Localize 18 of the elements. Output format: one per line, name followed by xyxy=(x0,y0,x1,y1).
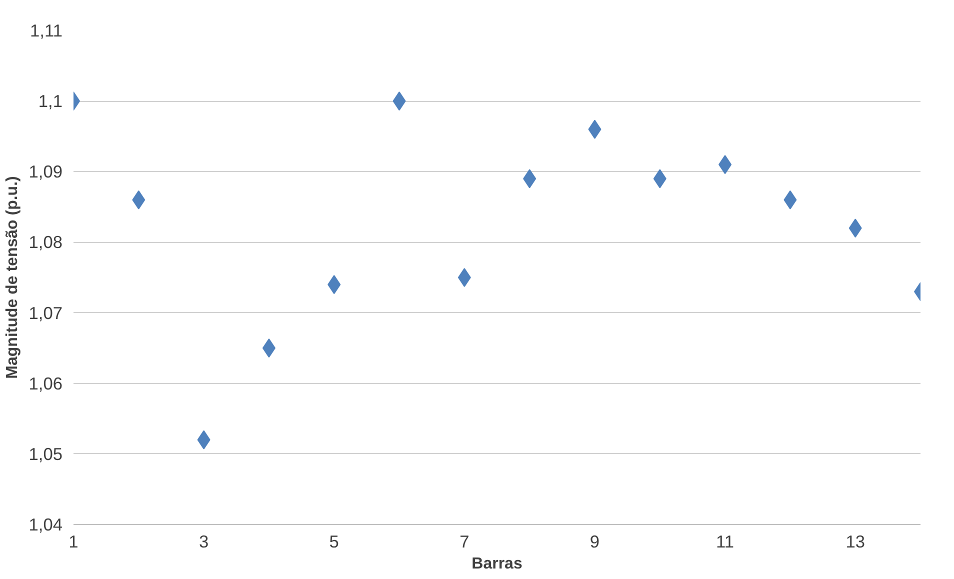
x-tick-label: 1 xyxy=(68,532,78,552)
y-tick-label: 1,06 xyxy=(28,373,63,394)
y-axis-title: Magnitude de tensão (p.u.) xyxy=(4,176,21,379)
y-tick-label: 1,04 xyxy=(28,514,63,534)
y-tick-label: 1,05 xyxy=(28,444,63,464)
y-tick-label: 1,09 xyxy=(28,162,63,182)
y-tick-label: 1,07 xyxy=(28,302,63,323)
y-tick-label: 1,11 xyxy=(30,20,63,40)
point xyxy=(458,268,471,287)
x-tick-label: 7 xyxy=(460,532,470,552)
x-tick-label: 13 xyxy=(846,532,865,552)
x-tick-label: 5 xyxy=(329,532,339,552)
x-axis-title: Barras xyxy=(472,556,522,572)
x-tick-label: 9 xyxy=(590,532,600,552)
x-tick-label: 3 xyxy=(198,532,209,552)
x-tick-label: 11 xyxy=(716,532,734,552)
y-tick-label: 1,08 xyxy=(28,232,63,252)
y-tick-label: 1,1 xyxy=(38,91,63,112)
